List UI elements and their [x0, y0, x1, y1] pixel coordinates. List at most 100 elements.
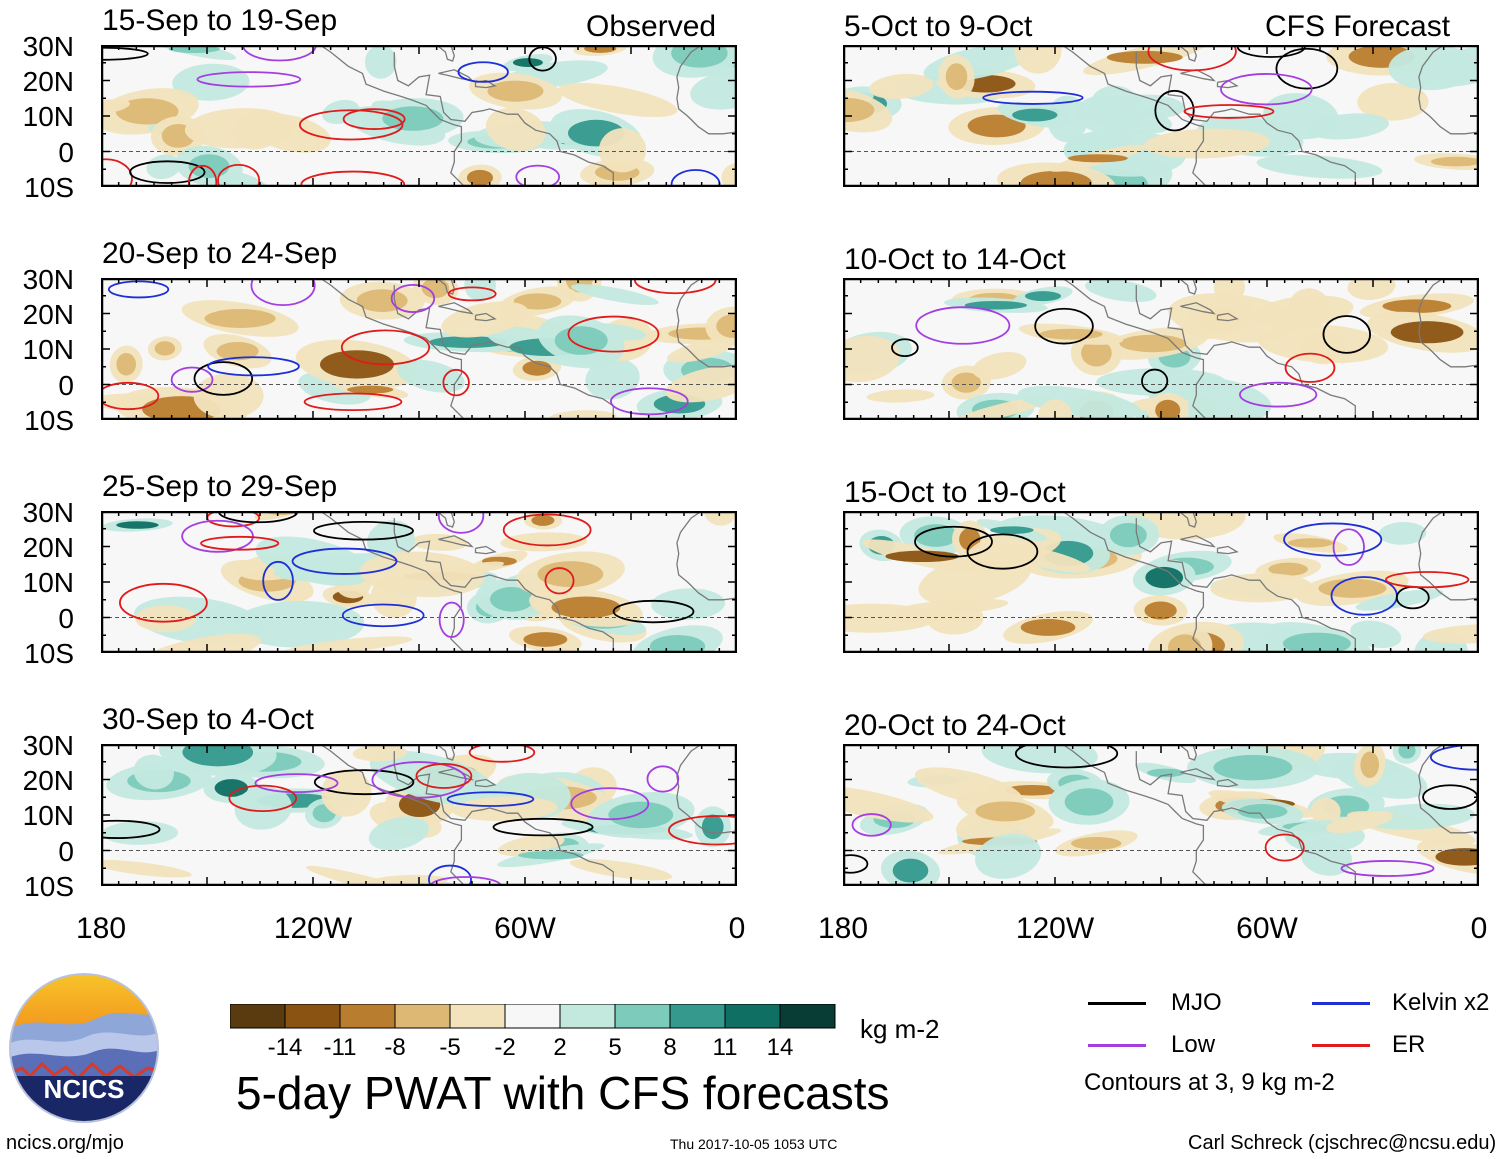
anomaly-blob	[1221, 798, 1304, 825]
anomaly-blob	[498, 286, 577, 317]
panel-title-3: 25-Sep to 29-Sep	[102, 470, 338, 503]
contour	[300, 170, 406, 187]
panel-title-2: 20-Sep to 24-Sep	[102, 237, 338, 270]
ncics-logo: NCICS	[9, 973, 159, 1123]
contour	[1322, 315, 1371, 354]
y-tick-label: 10S	[24, 871, 74, 902]
anomaly-blob	[283, 636, 413, 653]
contour	[446, 791, 535, 807]
anomaly-blob	[331, 380, 409, 399]
anomaly-blob	[843, 785, 934, 823]
anomaly-blob	[1256, 154, 1383, 179]
x-tick-label: 180	[817, 912, 869, 945]
anomaly-blob	[981, 744, 1098, 774]
colorbar-tick-label: -8	[384, 1034, 406, 1061]
contour	[843, 854, 869, 874]
anomaly-blob	[1325, 811, 1394, 834]
axis-ticks	[101, 45, 737, 187]
y-tick-label: 0	[58, 603, 74, 634]
colorbar-tick-label: -2	[494, 1034, 516, 1061]
footer-timestamp: Thu 2017-10-05 1053 UTC	[670, 1136, 838, 1152]
y-tick-label: 10N	[22, 334, 74, 365]
anomaly-blob	[367, 520, 415, 561]
anomaly-blob	[1132, 559, 1196, 596]
coastline	[1061, 511, 1479, 653]
y-tick-label: 0	[58, 370, 74, 401]
anomaly-blob	[1355, 589, 1444, 611]
y-tick-label: 30N	[22, 730, 74, 761]
anomaly-blob	[109, 345, 143, 383]
anomaly-blob	[944, 297, 1048, 313]
legend-line-kelvin	[1312, 1002, 1370, 1005]
contour	[914, 525, 993, 558]
anomaly-blob	[1287, 288, 1331, 330]
anomaly-blob	[1210, 573, 1313, 603]
anomaly-blob	[1097, 514, 1160, 556]
anomaly-blob	[997, 102, 1072, 128]
anomaly-blob	[1273, 533, 1348, 553]
anomaly-blob	[410, 533, 468, 551]
legend-line-er	[1312, 1044, 1370, 1047]
contour	[101, 381, 160, 411]
anomaly-blob	[1310, 797, 1341, 825]
contour	[129, 160, 206, 184]
anomaly-blob	[369, 750, 497, 806]
contour	[567, 315, 660, 353]
anomaly-blob	[1049, 144, 1147, 172]
colorbar-segment	[669, 1004, 726, 1029]
contour	[1183, 104, 1275, 119]
axis-ticks	[101, 278, 737, 420]
anomaly-blob	[364, 45, 397, 79]
colorbar-segment	[449, 1004, 506, 1029]
contour	[915, 306, 1011, 345]
contour	[442, 368, 470, 397]
contour	[966, 533, 1039, 570]
contour	[1284, 352, 1336, 383]
figure-title: 5-day PWAT with CFS forecasts	[236, 1067, 890, 1119]
colorbar-tick-label: 5	[608, 1034, 622, 1061]
footer-url: ncics.org/mjo	[6, 1132, 124, 1154]
contour	[1283, 522, 1383, 557]
anomaly-blob	[441, 301, 529, 338]
axis-ticks	[843, 278, 1479, 420]
anomaly-blob	[665, 365, 737, 403]
coastline	[319, 45, 737, 187]
y-tick-label: 20N	[22, 299, 74, 330]
anomaly-blob	[705, 306, 737, 346]
y-tick-label: 0	[58, 836, 74, 867]
colorbar-segment	[339, 1004, 396, 1029]
contour	[341, 603, 425, 628]
anomaly-blob	[569, 858, 673, 881]
y-tick-label: 10S	[24, 172, 74, 203]
anomaly-blob	[690, 71, 737, 110]
y-tick-label: 10N	[22, 567, 74, 598]
colorbar-tick-label: 11	[712, 1034, 738, 1061]
legend-line-low	[1088, 1044, 1146, 1047]
contour	[119, 582, 208, 623]
contour	[313, 769, 415, 796]
wave-contours	[914, 522, 1470, 616]
axis-ticks	[101, 744, 737, 886]
anomaly-blob	[997, 544, 1091, 573]
anomaly-blob	[1358, 803, 1475, 830]
anomaly-blob	[147, 336, 182, 361]
contour	[502, 513, 592, 547]
colorbar-tick-label: -5	[439, 1034, 461, 1061]
coastline	[1061, 45, 1479, 187]
wave-contours	[119, 511, 695, 638]
anomaly-blob	[1415, 46, 1479, 87]
anomaly-blob	[500, 532, 588, 552]
contour	[468, 744, 536, 763]
anomaly-blob	[558, 83, 678, 118]
colorbar-segment	[284, 1004, 341, 1029]
colorbar	[230, 1004, 836, 1029]
anomaly-blob	[1258, 324, 1389, 364]
anomaly-blob	[233, 600, 365, 648]
anomaly-blob	[1014, 45, 1062, 74]
contour	[570, 787, 650, 821]
anomaly-blob	[571, 284, 659, 305]
anomaly-blob	[976, 519, 1048, 542]
anomaly-blob	[1357, 83, 1429, 121]
contour	[437, 511, 485, 534]
coastline	[1061, 744, 1479, 886]
